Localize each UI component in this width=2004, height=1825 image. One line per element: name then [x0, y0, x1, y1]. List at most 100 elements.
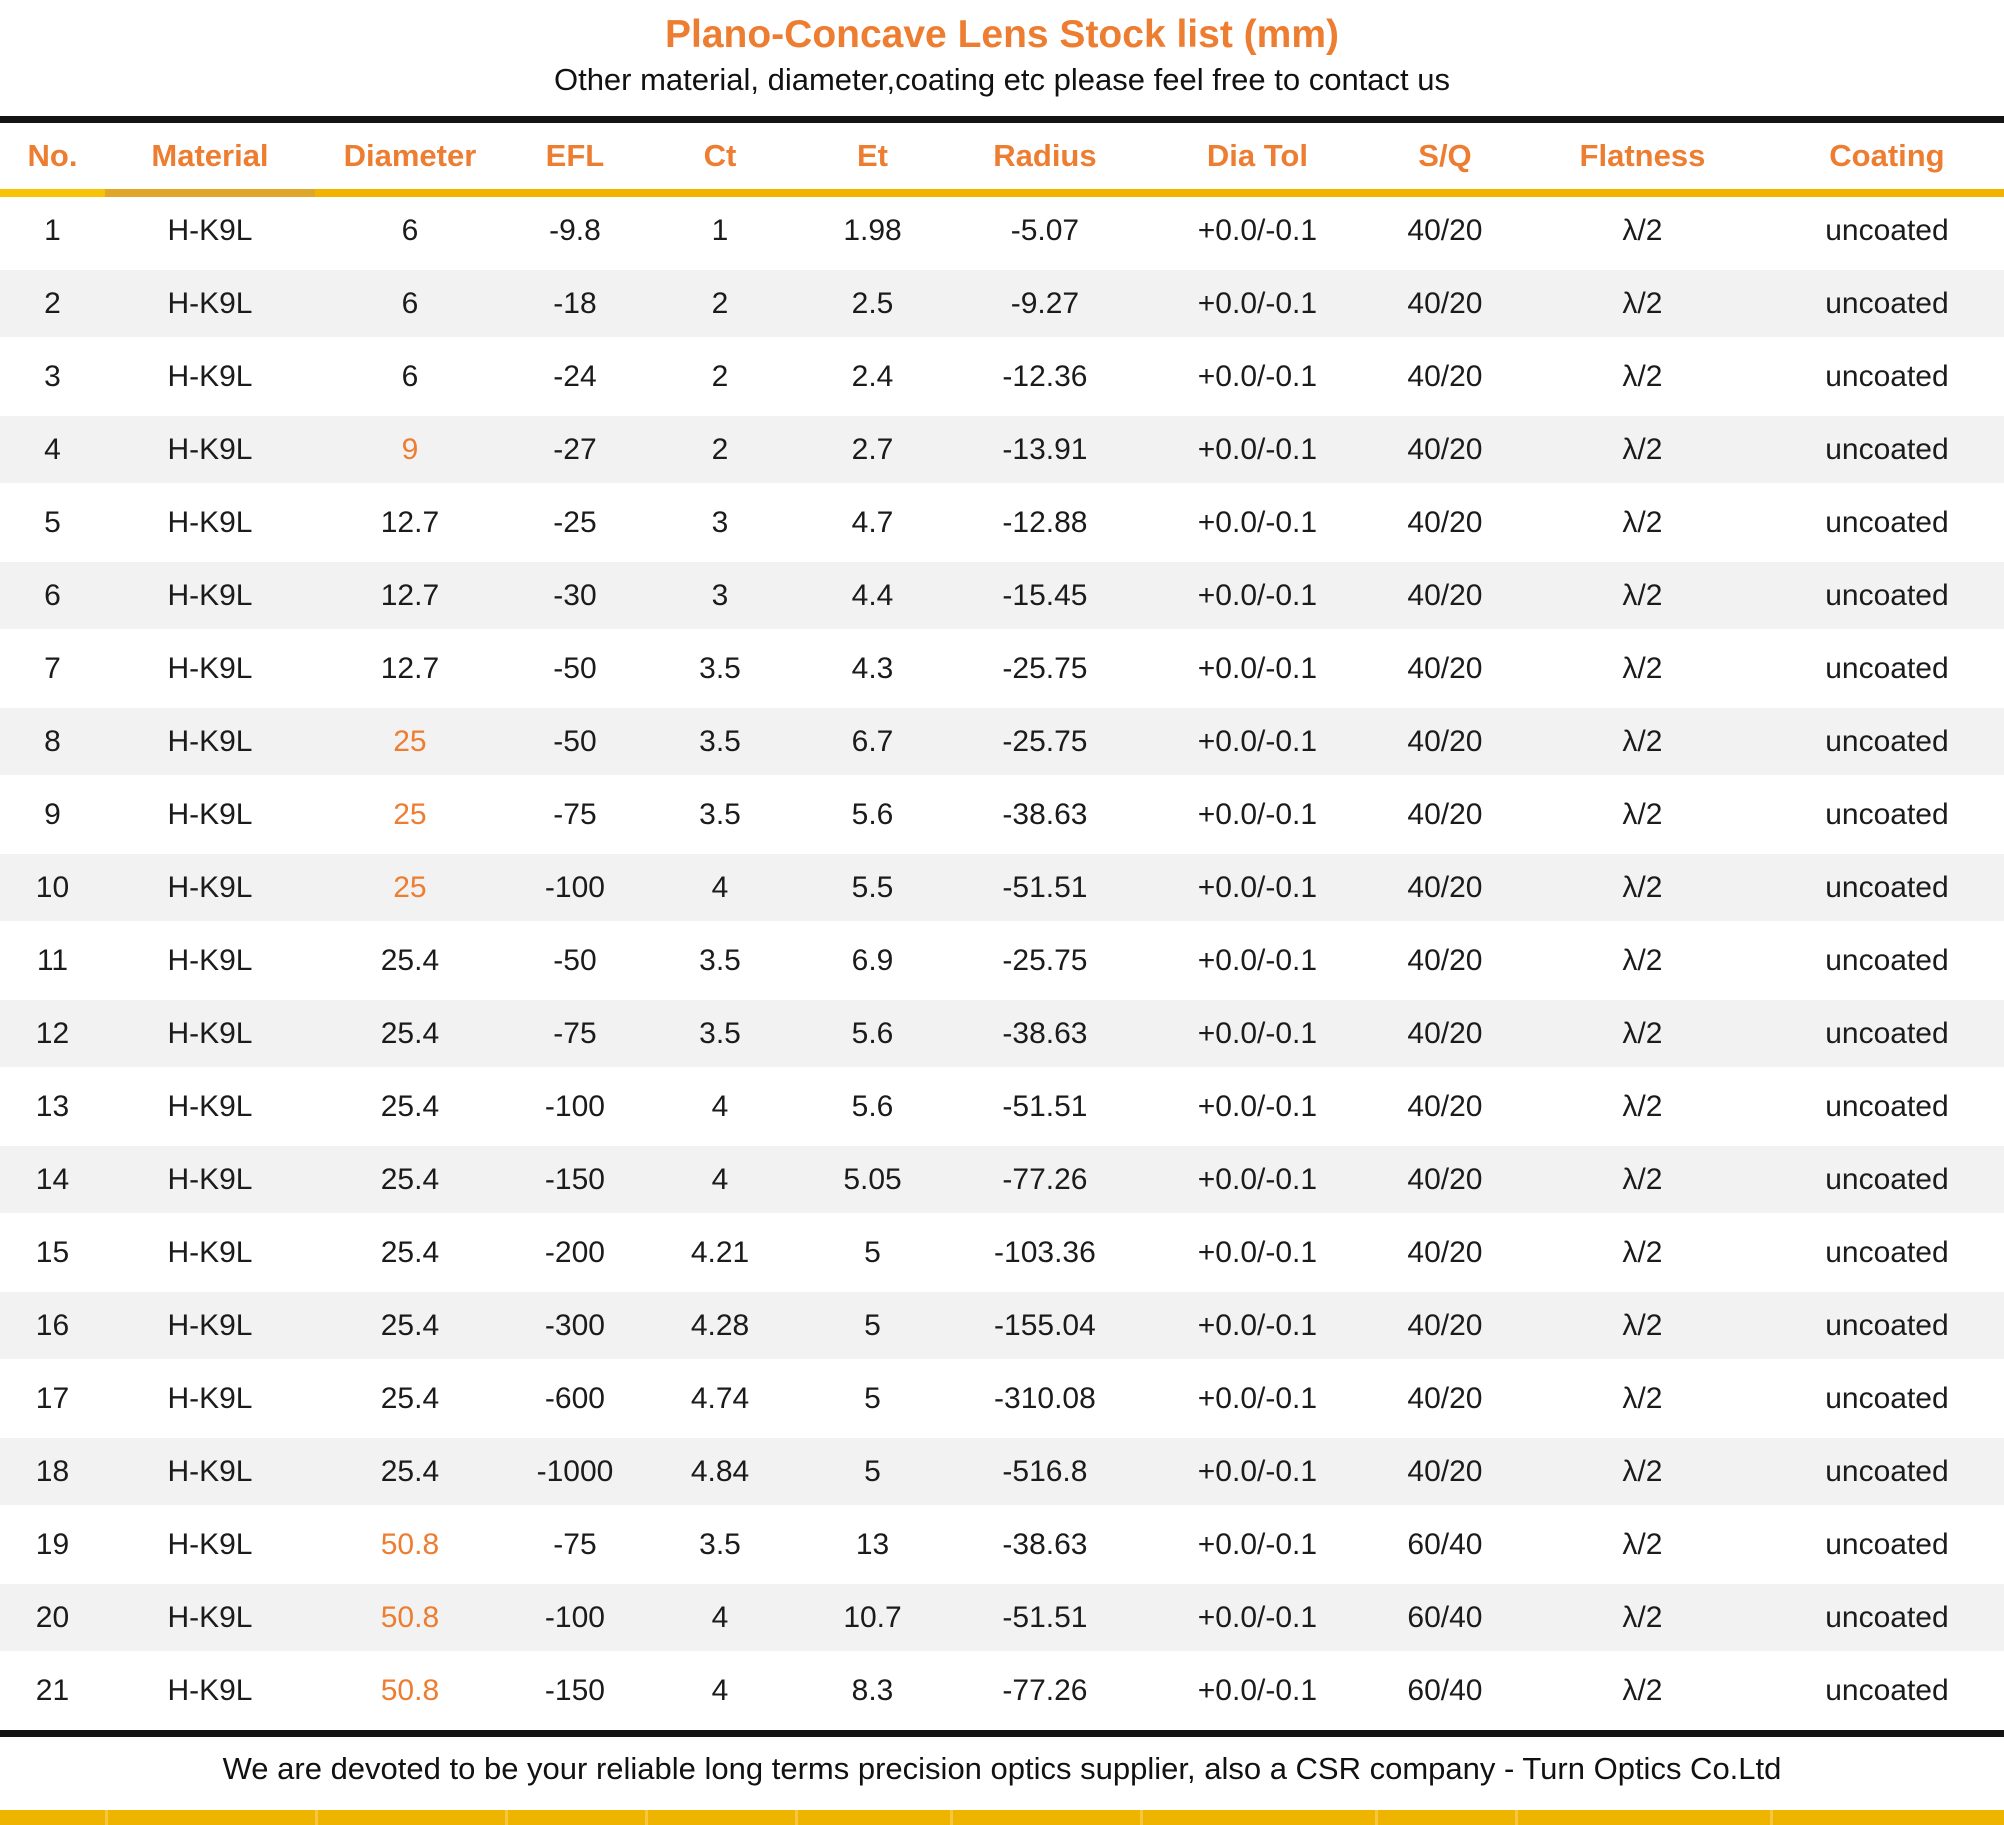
cell-coating: uncoated: [1769, 997, 2004, 1073]
cell-et: 10.7: [795, 1581, 950, 1657]
table-row: 13 H-K9L 25.4 -100 4 5.6 -51.51 +0.0/-0.…: [0, 1070, 2004, 1146]
cell-dia-tol: +0.0/-0.1: [1139, 1508, 1375, 1584]
cell-coating: uncoated: [1769, 193, 2004, 270]
cell-no: 5: [0, 486, 105, 562]
column-header-dia-tol: Dia Tol: [1139, 123, 1375, 197]
cell-sq: 40/20: [1374, 705, 1515, 781]
cell-no: 16: [0, 1289, 105, 1365]
cell-flatness: λ/2: [1515, 267, 1770, 343]
strip-segment: [1139, 1810, 1375, 1825]
cell-coating: uncoated: [1769, 413, 2004, 489]
strip-segment: [1374, 1810, 1516, 1825]
cell-coating: uncoated: [1769, 486, 2004, 562]
cell-efl: -100: [504, 1070, 645, 1146]
cell-sq: 60/40: [1374, 1508, 1515, 1584]
page-title: Plano-Concave Lens Stock list (mm): [665, 13, 1339, 56]
cell-dia-tol: +0.0/-0.1: [1139, 924, 1375, 1000]
cell-et: 5: [795, 1435, 950, 1511]
cell-dia-tol: +0.0/-0.1: [1139, 1216, 1375, 1292]
cell-sq: 60/40: [1374, 1654, 1515, 1730]
cell-radius: -51.51: [949, 1581, 1140, 1657]
cell-coating: uncoated: [1769, 1654, 2004, 1730]
strip-segment: [1515, 1810, 1770, 1825]
cell-dia-tol: +0.0/-0.1: [1139, 1070, 1375, 1146]
table-row: 2 H-K9L 6 -18 2 2.5 -9.27 +0.0/-0.1 40/2…: [0, 267, 2004, 343]
cell-flatness: λ/2: [1515, 632, 1770, 708]
cell-radius: -310.08: [949, 1362, 1140, 1438]
cell-et: 5: [795, 1362, 950, 1438]
strip-segment: [1769, 1810, 2004, 1825]
cell-radius: -12.36: [949, 340, 1140, 416]
strip-segment: [645, 1810, 796, 1825]
cell-dia-tol: +0.0/-0.1: [1139, 1289, 1375, 1365]
cell-ct: 2: [644, 340, 796, 416]
cell-ct: 4.28: [644, 1289, 796, 1365]
cell-radius: -38.63: [949, 997, 1140, 1073]
cell-efl: -30: [504, 559, 645, 635]
cell-material: H-K9L: [104, 851, 315, 927]
cell-efl: -150: [504, 1143, 645, 1219]
cell-dia-tol: +0.0/-0.1: [1139, 1654, 1375, 1730]
cell-no: 8: [0, 705, 105, 781]
strip-segment: [0, 1810, 105, 1825]
table-row: 11 H-K9L 25.4 -50 3.5 6.9 -25.75 +0.0/-0…: [0, 924, 2004, 1000]
cell-material: H-K9L: [104, 632, 315, 708]
cell-ct: 2: [644, 267, 796, 343]
cell-coating: uncoated: [1769, 1143, 2004, 1219]
cell-no: 6: [0, 559, 105, 635]
strip-segment: [315, 1810, 505, 1825]
cell-no: 10: [0, 851, 105, 927]
table-row: 20 H-K9L 50.8 -100 4 10.7 -51.51 +0.0/-0…: [0, 1581, 2004, 1657]
cell-dia-tol: +0.0/-0.1: [1139, 267, 1375, 343]
cell-coating: uncoated: [1769, 851, 2004, 927]
table-row: 9 H-K9L 25 -75 3.5 5.6 -38.63 +0.0/-0.1 …: [0, 778, 2004, 854]
cell-dia-tol: +0.0/-0.1: [1139, 413, 1375, 489]
cell-diameter: 6: [314, 193, 505, 270]
cell-ct: 3.5: [644, 705, 796, 781]
table-row: 3 H-K9L 6 -24 2 2.4 -12.36 +0.0/-0.1 40/…: [0, 340, 2004, 416]
table-row: 5 H-K9L 12.7 -25 3 4.7 -12.88 +0.0/-0.1 …: [0, 486, 2004, 562]
column-header-coating: Coating: [1769, 123, 2004, 197]
column-header-ct: Ct: [644, 123, 796, 197]
cell-coating: uncoated: [1769, 778, 2004, 854]
cell-efl: -150: [504, 1654, 645, 1730]
cell-sq: 40/20: [1374, 851, 1515, 927]
cell-no: 14: [0, 1143, 105, 1219]
cell-et: 4.3: [795, 632, 950, 708]
cell-dia-tol: +0.0/-0.1: [1139, 705, 1375, 781]
cell-radius: -51.51: [949, 851, 1140, 927]
cell-efl: -27: [504, 413, 645, 489]
cell-diameter: 50.8: [314, 1508, 505, 1584]
cell-sq: 40/20: [1374, 632, 1515, 708]
cell-flatness: λ/2: [1515, 1362, 1770, 1438]
cell-diameter: 50.8: [314, 1654, 505, 1730]
cell-ct: 3.5: [644, 1508, 796, 1584]
cell-et: 5: [795, 1216, 950, 1292]
cell-material: H-K9L: [104, 778, 315, 854]
cell-efl: -50: [504, 632, 645, 708]
cell-material: H-K9L: [104, 267, 315, 343]
cell-material: H-K9L: [104, 1581, 315, 1657]
cell-no: 4: [0, 413, 105, 489]
table-row: 7 H-K9L 12.7 -50 3.5 4.3 -25.75 +0.0/-0.…: [0, 632, 2004, 708]
cell-radius: -38.63: [949, 778, 1140, 854]
cell-ct: 4: [644, 851, 796, 927]
cell-ct: 3: [644, 486, 796, 562]
cell-radius: -13.91: [949, 413, 1140, 489]
cell-material: H-K9L: [104, 1070, 315, 1146]
bottom-accent-strip: [0, 1810, 2004, 1825]
cell-flatness: λ/2: [1515, 413, 1770, 489]
cell-coating: uncoated: [1769, 924, 2004, 1000]
column-header-et: Et: [795, 123, 950, 197]
cell-coating: uncoated: [1769, 1581, 2004, 1657]
table-row: 21 H-K9L 50.8 -150 4 8.3 -77.26 +0.0/-0.…: [0, 1654, 2004, 1730]
cell-diameter: 25.4: [314, 1362, 505, 1438]
cell-efl: -24: [504, 340, 645, 416]
cell-diameter: 12.7: [314, 632, 505, 708]
cell-radius: -5.07: [949, 193, 1140, 270]
cell-radius: -516.8: [949, 1435, 1140, 1511]
cell-no: 12: [0, 997, 105, 1073]
column-header-efl: EFL: [504, 123, 645, 197]
table-row: 1 H-K9L 6 -9.8 1 1.98 -5.07 +0.0/-0.1 40…: [0, 193, 2004, 270]
